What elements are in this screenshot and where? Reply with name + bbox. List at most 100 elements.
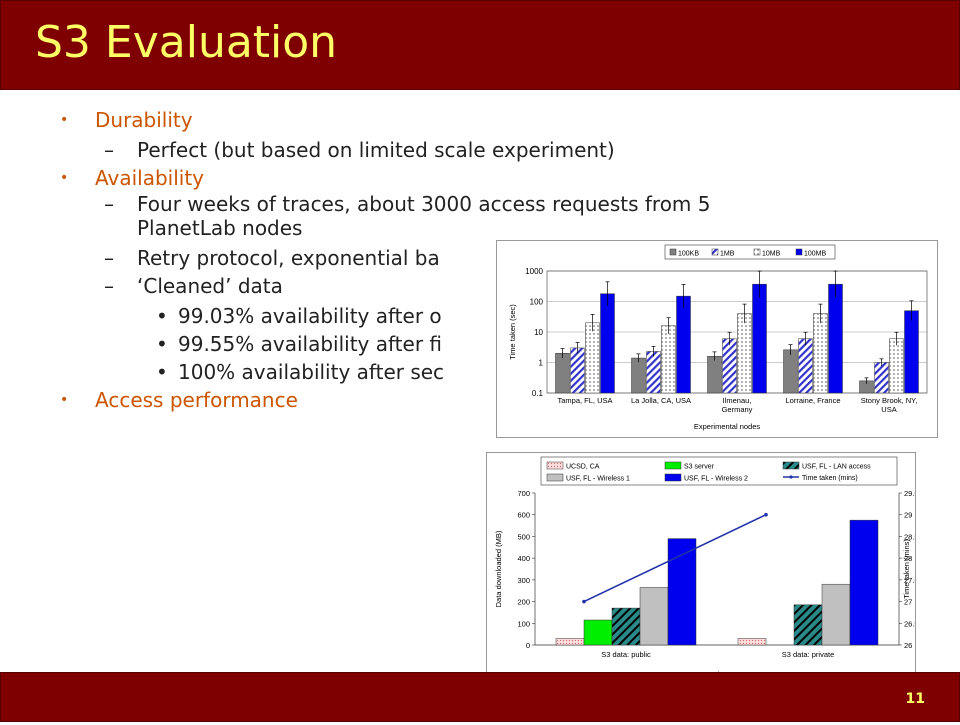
bar	[793, 604, 823, 646]
bar	[631, 357, 646, 394]
y-tick-label: 500	[517, 532, 530, 541]
bar	[889, 338, 904, 394]
bullet-level2: ‘Cleaned’ data	[137, 274, 283, 298]
slide-footer: 11	[0, 672, 960, 722]
legend-label: USF, FL - LAN access	[802, 464, 871, 471]
legend-swatch	[664, 461, 682, 470]
bullet-level2: Retry protocol, exponential ba	[137, 246, 440, 270]
y-tick-label: 100	[530, 298, 544, 307]
legend-label: Time taken (mins)	[802, 475, 858, 482]
x-tick-label: Ilmenau,	[723, 396, 752, 405]
y-tick-label: 0	[526, 641, 530, 650]
legend-swatch	[753, 248, 761, 256]
slide-title: S3 Evaluation	[35, 17, 338, 68]
legend-swatch	[795, 248, 803, 256]
bullet-level2: Four weeks of traces, about 3000 access …	[137, 192, 711, 216]
bar	[752, 283, 767, 394]
bullet-marker: •	[156, 304, 168, 328]
legend-swatch	[669, 248, 677, 256]
bullet-level1: Durability	[95, 108, 193, 132]
bar	[676, 295, 691, 394]
bullet-level2: PlanetLab nodes	[137, 216, 303, 240]
y-tick-label: 1	[539, 359, 544, 368]
x-tick-label: La Jolla, CA, USA	[631, 396, 691, 405]
y-tick-label: 600	[517, 511, 530, 520]
bar	[737, 313, 752, 394]
bullet-level2: Perfect (but based on limited scale expe…	[137, 138, 615, 162]
y2-tick-label: 26.5	[904, 619, 915, 628]
time-line	[583, 513, 767, 603]
bullet-marker: •	[60, 112, 69, 128]
y-tick-label: 0.1	[532, 389, 544, 398]
bullet-level3: 99.03% availability after o	[178, 304, 442, 328]
y-tick-label: 100	[517, 619, 530, 628]
timing-chart: 100KB 1MB 10MB 100MB 1000 100 10 1 0.1 Tampa, FL,…	[496, 240, 938, 438]
slide-header: S3 Evaluation	[0, 0, 960, 90]
bar	[813, 313, 828, 394]
bar	[555, 638, 585, 646]
bar	[707, 356, 722, 394]
y-tick-label: 300	[517, 576, 530, 585]
legend-label: S3 server	[684, 464, 715, 471]
bar	[661, 325, 676, 394]
x-tick-label: Germany	[722, 405, 753, 414]
legend-swatch	[546, 461, 564, 470]
x-tick-label: Lorraine, France	[785, 396, 840, 405]
bar	[570, 347, 585, 394]
bullet-marker: •	[156, 360, 168, 384]
y2-tick-label: 26	[904, 641, 912, 650]
legend-label: 1MB	[720, 251, 735, 258]
bar	[828, 283, 843, 394]
bar	[611, 607, 641, 646]
y2-tick-label: 29	[904, 511, 912, 520]
y-tick-label: 700	[517, 489, 530, 498]
bar	[646, 351, 661, 394]
bullet-level3: 100% availability after sec	[178, 360, 445, 384]
legend-swatch	[711, 248, 719, 256]
bar	[821, 583, 851, 646]
bullet-level3: 99.55% availability after fi	[178, 332, 443, 356]
bar	[874, 362, 889, 394]
legend-marker	[789, 475, 793, 479]
bar	[600, 293, 615, 394]
bar	[722, 338, 737, 394]
legend-swatch	[664, 473, 682, 482]
bullet-marker: •	[60, 392, 69, 408]
legend-swatch	[546, 473, 564, 482]
y2-axis-label: Time taken (mins)	[902, 539, 911, 599]
y-axis-label: Data downloaded (MB)	[494, 530, 503, 607]
bullet-marker: •	[60, 170, 69, 186]
line-point	[582, 599, 586, 604]
x-tick-label: Tampa, FL, USA	[557, 396, 612, 405]
x-tick-label: S3 data: public	[601, 650, 651, 659]
bullet-marker: –	[104, 192, 114, 216]
bar	[639, 587, 669, 646]
legend-label: 100KB	[678, 251, 699, 258]
legend-swatch	[782, 461, 800, 470]
bar	[585, 322, 600, 394]
y2-tick-label: 27	[904, 598, 912, 607]
legend-label: 10MB	[762, 251, 781, 258]
legend-box	[540, 456, 898, 486]
y2-tick-label: 27.5	[904, 576, 915, 585]
x-tick-label: Stony Brook, NY,	[861, 396, 918, 405]
bar	[798, 338, 813, 394]
y-tick-label: 10	[534, 328, 543, 337]
y-tick-label: 400	[517, 554, 530, 563]
x-tick-label: USA	[881, 405, 896, 414]
bar	[667, 538, 697, 646]
bar	[783, 349, 798, 394]
bullet-level1: Access performance	[95, 388, 298, 412]
legend-label: USF, FL - Wireless 2	[684, 476, 748, 483]
y2-tick-label: 29.5	[904, 489, 915, 498]
y-tick-label: 1000	[525, 267, 543, 276]
timing-chart-svg: 100KB 1MB 10MB 100MB 1000 100 10 1 0.1 Tampa, FL,…	[508, 244, 928, 431]
y-tick-label: 200	[517, 598, 530, 607]
legend-label: USF, FL - Wireless 1	[566, 476, 630, 483]
y2-tick-label: 28	[904, 554, 912, 563]
bullet-marker: –	[104, 274, 114, 298]
plot-area	[546, 270, 928, 394]
legend-label: 100MB	[804, 251, 827, 258]
download-chart-svg: UCSD, CA S3 server USF, FL - LAN access USF…	[494, 456, 919, 679]
bullet-marker: •	[156, 332, 168, 356]
